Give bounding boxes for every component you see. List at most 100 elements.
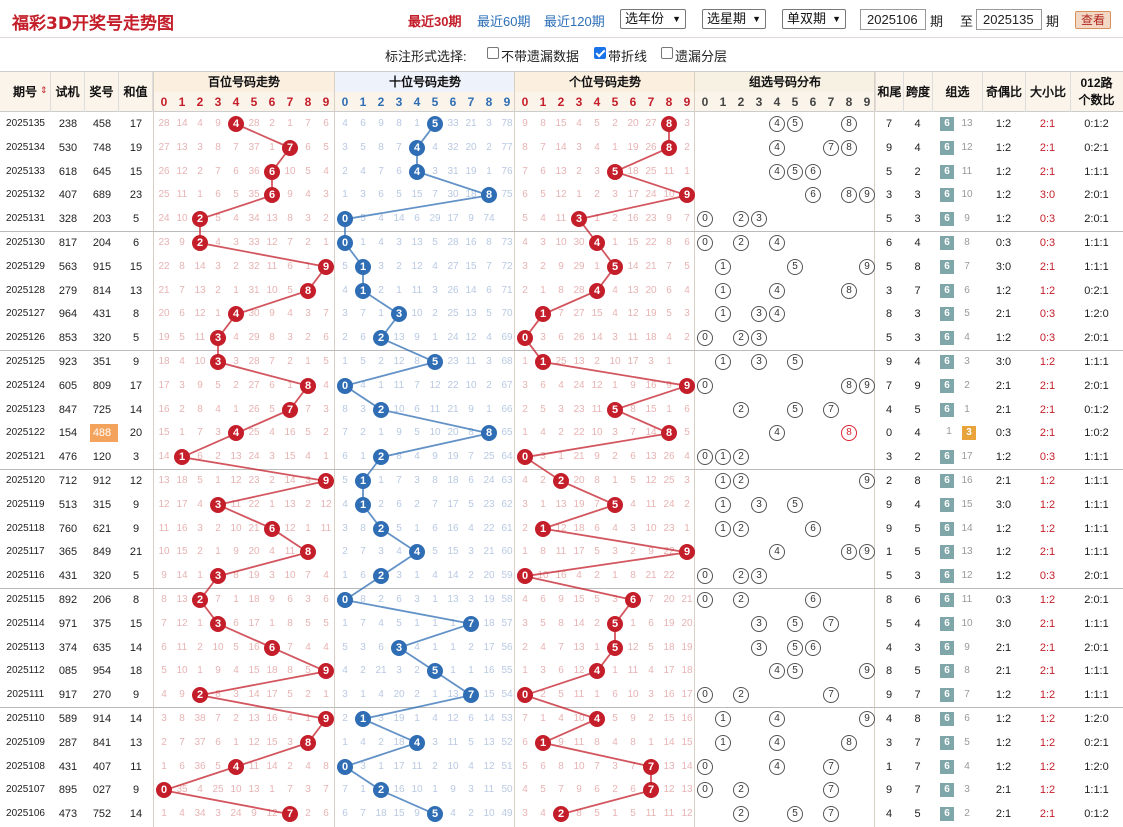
miss-cell: 23 [248, 475, 260, 486]
miss-cell: 6 [630, 784, 636, 796]
sum-tail-cell: 9 [885, 522, 893, 535]
miss-cell: 12 [465, 332, 477, 344]
span-cell: 5 [914, 546, 921, 559]
miss-cell: 12 [248, 736, 260, 748]
parity-select[interactable]: 单双期 ▼ [782, 9, 846, 29]
group-three-miss: 12 [961, 570, 973, 582]
miss-cell: 11 [411, 284, 423, 296]
miss-cell: 4 [287, 713, 293, 724]
miss-cell: 2 [269, 475, 275, 486]
group-digit: 6 [805, 639, 821, 656]
odd-even-cell: 1:2 [995, 118, 1012, 130]
period-to-input[interactable]: 2025135 [976, 9, 1042, 30]
span-cell: 4 [914, 141, 921, 154]
miss-cell: 37 [248, 141, 260, 153]
odd-even-cell: 3:0 [995, 498, 1012, 511]
span-cell: 7 [914, 736, 921, 749]
group-miss-cell [822, 636, 840, 660]
miss-cell: 3 [360, 760, 366, 772]
miss-cell: 4 [540, 641, 546, 653]
range-link-120[interactable]: 最近120期 [544, 14, 605, 29]
sum-cell: 6 [132, 237, 140, 249]
miss-cell: 12 [447, 713, 459, 724]
winning-digit: 3 [210, 330, 226, 347]
sort-icon[interactable]: ⇕ [40, 85, 48, 95]
range-link-60[interactable]: 最近60期 [477, 14, 531, 29]
miss-cell: 23 [573, 403, 585, 415]
miss-cell: 15 [573, 594, 585, 605]
group-miss-cell [768, 207, 786, 231]
miss-cell: 4 [179, 356, 185, 367]
chevron-down-icon: ▼ [672, 14, 681, 24]
header-period[interactable]: 期号 [0, 72, 51, 112]
miss-cell: 11 [663, 808, 675, 820]
group-miss-cell [804, 207, 822, 231]
option-checkbox-layered[interactable] [661, 47, 673, 59]
miss-cell: 11 [411, 760, 423, 772]
miss-cell: 12 [176, 617, 188, 629]
miss-cell: 2 [540, 689, 546, 701]
group-miss-cell [696, 160, 714, 184]
miss-cell: 1 [414, 522, 420, 534]
odd-even-cell: 0:3 [995, 427, 1012, 440]
header-digit: 2 [557, 95, 565, 109]
miss-cell: 11 [627, 332, 639, 344]
group-digit: 5 [787, 116, 803, 132]
option-checkbox-line[interactable] [594, 47, 606, 59]
group-miss-cell [804, 136, 822, 160]
miss-cell: 8 [197, 403, 203, 415]
winning-digit: 2 [553, 806, 569, 823]
odd-even-cell: 1:2 [995, 189, 1012, 202]
miss-cell: 25 [248, 427, 260, 439]
span-cell: 5 [914, 808, 921, 821]
group-miss-cell [750, 136, 768, 160]
miss-cell: 33 [447, 118, 459, 129]
miss-cell: 2 [612, 213, 618, 225]
winning-digit: 4 [589, 711, 605, 727]
winning-digit: 0 [517, 449, 533, 466]
year-select[interactable]: 选年份 ▼ [620, 9, 686, 29]
week-select[interactable]: 选星期 ▼ [702, 9, 766, 29]
group-miss-cell [732, 755, 750, 779]
miss-cell: 62 [501, 498, 513, 510]
period-cell: 2025115 [6, 594, 45, 605]
range-link-30[interactable]: 最近30期 [408, 14, 462, 29]
group-miss-cell [786, 326, 804, 350]
miss-cell: 77 [501, 141, 513, 153]
prize-cell: 841 [92, 736, 112, 749]
group-miss-cell [858, 778, 876, 802]
miss-cell: 7 [360, 308, 366, 320]
trial-cell: 853 [58, 332, 78, 345]
miss-cell: 4 [233, 332, 239, 344]
odd-even-cell: 1:2 [995, 451, 1012, 464]
miss-cell: 70 [501, 308, 513, 320]
winning-digit: 9 [679, 377, 695, 394]
group-six-badge: 6 [940, 164, 954, 179]
group-miss-cell [786, 231, 804, 255]
check-button[interactable]: 查看 [1075, 11, 1111, 29]
miss-cell: 2 [594, 617, 600, 629]
miss-cell: 1 [378, 760, 384, 772]
period-cell: 2025108 [6, 760, 45, 772]
winning-digit: 4 [228, 116, 244, 132]
group-digit: 6 [805, 163, 821, 180]
miss-cell: 8 [630, 403, 636, 415]
sum-cell: 5 [132, 332, 140, 345]
odd-even-cell: 2:1 [995, 641, 1012, 654]
winning-digit: 7 [463, 687, 479, 704]
miss-cell: 17 [573, 546, 585, 558]
group-miss-cell [750, 279, 768, 303]
miss-cell: 15 [411, 189, 423, 201]
miss-cell: 17 [393, 760, 405, 772]
winning-digit: 0 [337, 235, 353, 251]
column-divider [694, 72, 695, 827]
sum-tail-cell: 7 [885, 118, 893, 130]
miss-cell: 22 [483, 522, 495, 534]
big-small-cell: 0:3 [1039, 451, 1056, 464]
period-from-input[interactable]: 2025106 [860, 9, 926, 30]
odd-even-cell: 2:1 [995, 475, 1012, 487]
winning-digit: 3 [391, 639, 407, 656]
group-six-badge: 6 [940, 474, 954, 488]
miss-cell: 4 [432, 713, 438, 724]
option-checkbox-no-miss[interactable] [487, 47, 499, 59]
